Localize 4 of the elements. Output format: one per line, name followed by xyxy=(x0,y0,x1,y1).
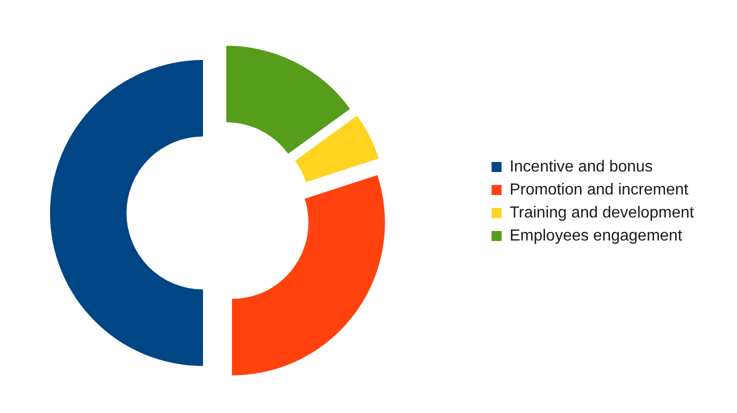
legend-label: Promotion and increment xyxy=(510,181,689,198)
legend-label: Incentive and bonus xyxy=(510,158,653,176)
legend-label: Training and development xyxy=(510,204,695,222)
legend-label: Employees engagement xyxy=(510,227,683,244)
